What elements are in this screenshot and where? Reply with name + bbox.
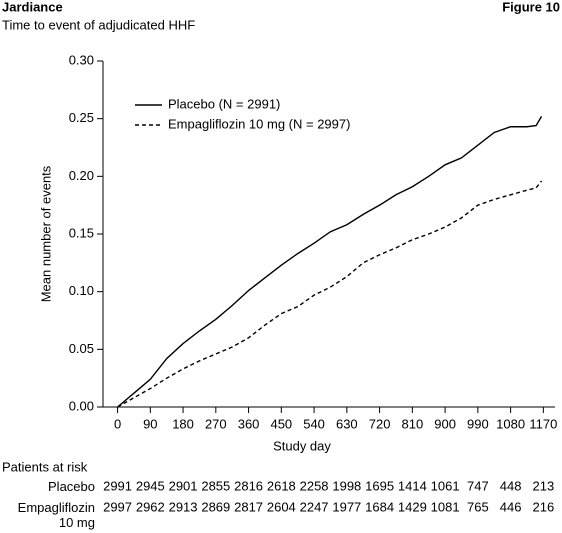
x-tick-label: 450: [270, 416, 292, 431]
x-tick-label: 1080: [496, 416, 525, 431]
y-axis-label: Mean number of events: [38, 165, 53, 302]
x-tick-label: 270: [205, 416, 227, 431]
x-axis-label: Study day: [273, 438, 331, 453]
x-tick-label: 180: [172, 416, 194, 431]
x-tick-label: 360: [238, 416, 260, 431]
x-tick-label: 900: [434, 416, 456, 431]
risk-count: 2962: [136, 499, 165, 514]
risk-count: 2945: [136, 478, 165, 493]
risk-count: 2913: [169, 499, 198, 514]
risk-count: 213: [533, 478, 555, 493]
risk-count: 2258: [300, 478, 329, 493]
x-tick-label: 990: [467, 416, 489, 431]
y-tick-label: 0.20: [69, 168, 94, 183]
risk-count: 1998: [332, 478, 361, 493]
y-tick-label: 0.15: [69, 225, 94, 240]
series-line: [117, 116, 543, 408]
risk-row-label: Placebo: [48, 479, 95, 494]
y-tick-label: 0.05: [69, 341, 94, 356]
x-tick-label: 540: [303, 416, 325, 431]
title: Jardiance: [2, 0, 63, 14]
risk-count: 1081: [431, 499, 460, 514]
legend-label: Placebo (N = 2991): [168, 96, 280, 111]
risk-count: 1414: [398, 478, 427, 493]
series-line: [117, 180, 543, 408]
y-tick-label: 0.10: [69, 283, 94, 298]
risk-count: 2618: [267, 478, 296, 493]
x-tick-label: 720: [369, 416, 391, 431]
risk-count: 1061: [431, 478, 460, 493]
risk-count: 216: [533, 499, 555, 514]
risk-count: 2997: [103, 499, 132, 514]
x-tick-label: 810: [401, 416, 423, 431]
figure-label: Figure 10: [502, 0, 560, 14]
risk-count: 446: [500, 499, 522, 514]
x-tick-label: 630: [336, 416, 358, 431]
x-tick-label: 0: [114, 416, 121, 431]
risk-count: 765: [467, 499, 489, 514]
risk-count: 2869: [201, 499, 230, 514]
risk-count: 2991: [103, 478, 132, 493]
risk-count: 747: [467, 478, 489, 493]
legend-label: Empagliflozin 10 mg (N = 2997): [168, 116, 350, 131]
risk-count: 2817: [234, 499, 263, 514]
y-tick-label: 0.30: [69, 52, 94, 67]
risk-title: Patients at risk: [2, 459, 88, 474]
risk-count: 1977: [332, 499, 361, 514]
x-tick-label: 1170: [529, 416, 557, 431]
y-tick-label: 0.25: [69, 110, 94, 125]
risk-count: 2816: [234, 478, 263, 493]
risk-count: 2901: [169, 478, 198, 493]
risk-count: 2604: [267, 499, 296, 514]
risk-count: 2247: [300, 499, 329, 514]
risk-count: 2855: [201, 478, 230, 493]
risk-row-label: Empagliflozin 10 mg: [17, 500, 95, 530]
y-tick-label: 0.00: [69, 398, 94, 413]
risk-count: 1429: [398, 499, 427, 514]
subtitle: Time to event of adjudicated HHF: [2, 17, 195, 32]
x-tick-label: 90: [143, 416, 157, 431]
risk-count: 448: [500, 478, 522, 493]
risk-count: 1684: [365, 499, 394, 514]
risk-count: 1695: [365, 478, 394, 493]
